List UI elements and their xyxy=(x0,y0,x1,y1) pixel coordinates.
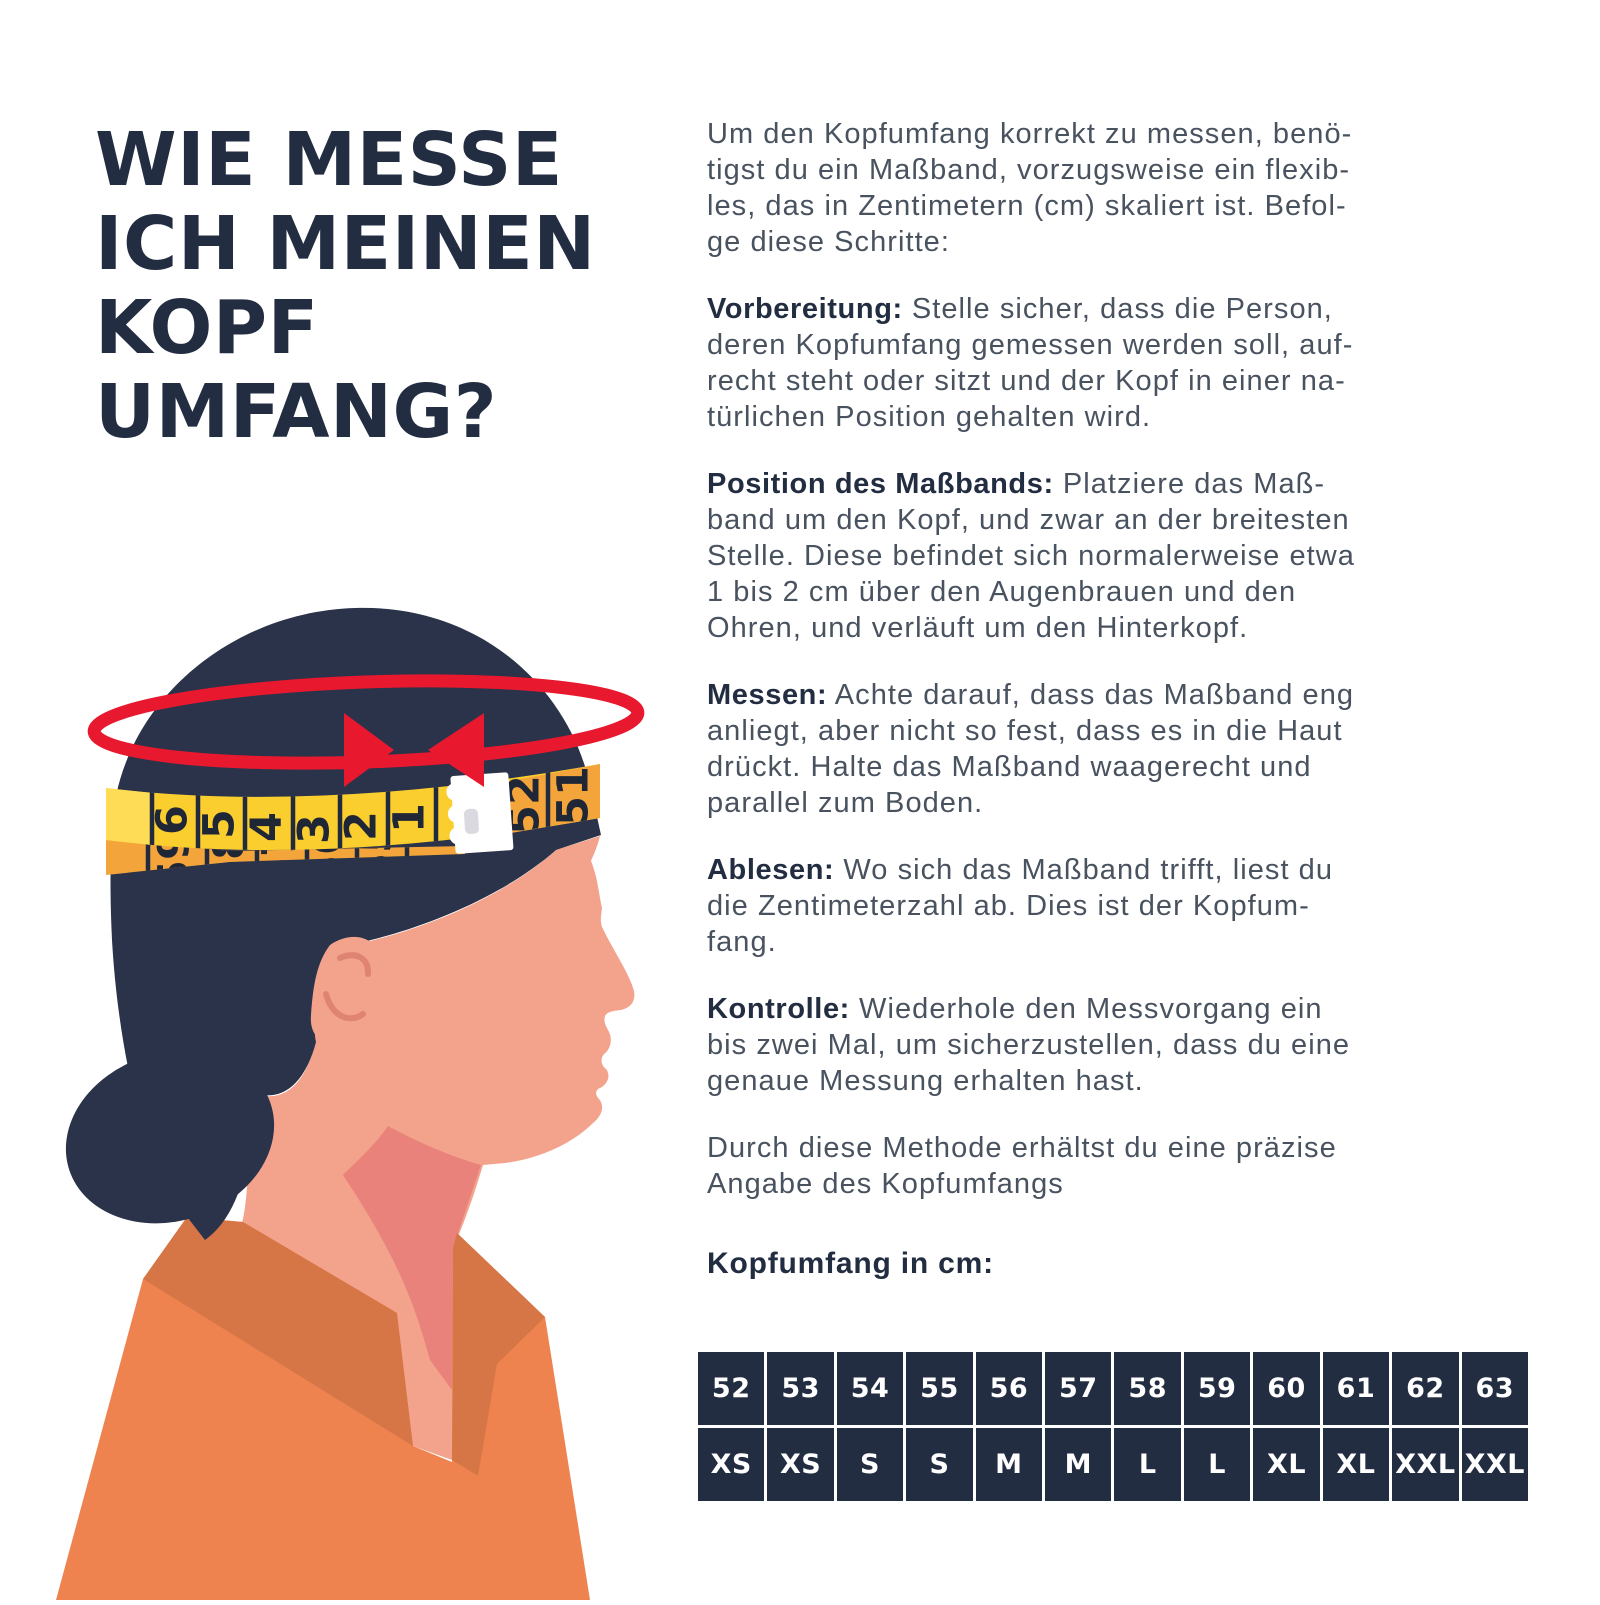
table-cell-size: XS xyxy=(767,1428,834,1501)
table-cell-size: L xyxy=(1183,1428,1251,1501)
arrow-right-icon xyxy=(344,713,394,787)
table-cell-cm: 56 xyxy=(975,1352,1043,1425)
step-messen: Messen: Achte darauf, dass das Maßband e… xyxy=(707,679,1355,819)
table-cell-cm: 57 xyxy=(1045,1352,1112,1425)
table-cell-cm: 54 xyxy=(836,1352,904,1425)
hair-bun xyxy=(65,1050,275,1224)
table-cell-size: XL xyxy=(1322,1428,1390,1501)
step-lead: Vorbereitung: xyxy=(707,293,903,325)
table-cell-size: XS xyxy=(698,1428,765,1501)
table-cell-cm: 55 xyxy=(906,1352,973,1425)
svg-text:1: 1 xyxy=(385,803,435,833)
svg-text:5: 5 xyxy=(195,809,245,839)
table-cell-cm: 63 xyxy=(1461,1352,1528,1425)
table-cell-cm: 58 xyxy=(1114,1352,1181,1425)
ear-inner-line xyxy=(323,991,366,1022)
table-cell-size: S xyxy=(906,1428,973,1501)
ear-inner-line xyxy=(337,952,371,977)
table-cell-cm: 61 xyxy=(1322,1352,1390,1425)
arrow-left-icon xyxy=(428,713,484,787)
size-table-heading: Kopfumfang in cm: xyxy=(707,1247,994,1280)
table-cell-cm: 60 xyxy=(1253,1352,1320,1425)
step-lead: Messen: xyxy=(707,679,828,711)
page-title: WIE MESSE ICH MEINEN KOPF UMFANG? xyxy=(95,117,596,455)
table-cell-size: M xyxy=(975,1428,1043,1501)
svg-text:2: 2 xyxy=(337,811,387,841)
collar-right xyxy=(452,1233,545,1476)
step-lead: Position des Maßbands: xyxy=(707,468,1054,500)
step-ablesen: Ablesen: Wo sich das Maßband trifft, lie… xyxy=(707,854,1334,958)
step-lead: Kontrolle: xyxy=(707,993,850,1025)
svg-text:51: 51 xyxy=(549,766,599,826)
table-cell-cm: 52 xyxy=(698,1352,765,1425)
instructions-column: Um den Kopfumfang korrekt zu messen, ben… xyxy=(707,116,1532,1282)
svg-text:3: 3 xyxy=(290,814,340,844)
collar-left xyxy=(143,1217,413,1446)
step-kontrolle: Kontrolle: Wiederhole den Messvorgang ei… xyxy=(707,993,1351,1097)
table-cell-cm: 53 xyxy=(767,1352,834,1425)
table-cell-cm: 62 xyxy=(1392,1352,1459,1425)
table-cell-size: S xyxy=(836,1428,904,1501)
step-lead: Ablesen: xyxy=(707,854,835,886)
step-vorbereitung: Vorbereitung: Stelle sicher, dass die Pe… xyxy=(707,293,1354,433)
neck-shadow xyxy=(343,1126,481,1390)
table-cell-size: XXL xyxy=(1461,1428,1528,1501)
tape-end-clip-icon xyxy=(446,772,514,854)
table-cell-size: M xyxy=(1045,1428,1112,1501)
rotation-ellipse-icon xyxy=(87,674,645,787)
step-position: Position des Maßbands: Platziere das Maß… xyxy=(707,468,1355,644)
intro-paragraph: Um den Kopfumfang korrekt zu messen, ben… xyxy=(707,118,1353,258)
svg-text:6: 6 xyxy=(148,805,198,835)
table-cell-size: XXL xyxy=(1392,1428,1459,1501)
table-cell-size: L xyxy=(1114,1428,1181,1501)
table-cell-cm: 59 xyxy=(1183,1352,1251,1425)
table-cell-size: XL xyxy=(1253,1428,1320,1501)
svg-text:4: 4 xyxy=(242,812,292,842)
head-measurement-illustration: 59 58 57 56 55 6 5 4 3 2 1 52 51 xyxy=(0,560,700,1600)
size-table: 52 53 54 55 56 57 58 59 60 61 62 63 XS X… xyxy=(698,1352,1528,1501)
closing-paragraph: Durch diese Methode erhältst du eine prä… xyxy=(707,1132,1337,1200)
